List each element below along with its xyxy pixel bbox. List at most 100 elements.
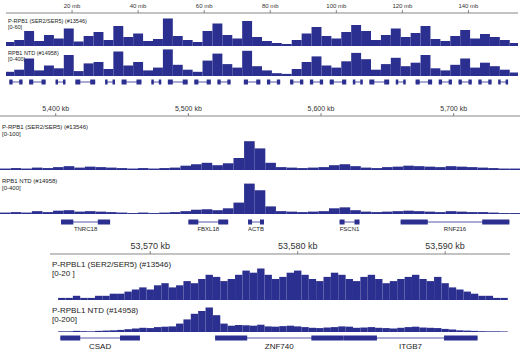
coverage-bar [467,167,478,170]
gene-exon [42,80,46,85]
coverage-bar [440,70,450,76]
gene-exon [290,80,293,85]
coverage-bar [294,326,301,332]
coverage-bar [276,167,287,170]
coverage-bar [54,39,64,47]
coverage-bar [143,41,153,46]
coverage-bar [478,212,489,214]
tick-label: 100 mb [326,3,347,9]
coverage-bar [351,53,361,76]
coverage-bar [257,269,264,301]
coverage-bar [149,213,160,214]
coverage-bar [421,55,431,76]
coverage-bar [212,54,222,76]
coverage-bar [191,283,198,300]
gene-exon [151,80,153,85]
gene-exon [60,336,80,341]
gene-exon [468,80,471,85]
coverage-bar [191,314,198,332]
coverage-bar [102,331,109,332]
coverage-bar [65,298,72,300]
coverage-bar [403,211,414,214]
coverage-bar [353,281,360,300]
gene-exon [29,80,33,85]
coverage-bar [117,294,124,300]
track-range: [0-400] [2,185,21,191]
gene-exon [478,80,481,85]
tick [188,113,189,116]
tick-label: 20 mb [64,3,81,9]
coverage-bar [139,328,146,332]
coverage-bar [287,168,298,170]
coverage-bar [509,213,520,214]
gene-exon [56,80,58,85]
gene-exon [506,80,508,85]
track-range: [0-60] [8,24,23,30]
panel: 5,400 kb5,500 kb5,600 kb5,700 kbP-RPB1 (… [0,105,520,232]
coverage-bar [94,32,104,46]
coverage-bar [510,43,518,46]
coverage-bar [183,319,190,332]
coverage-bar [124,329,131,332]
track [0,141,520,170]
coverage-bar [176,285,183,300]
coverage-bar [393,167,404,170]
gene-exon [61,220,73,225]
coverage-bar [478,331,485,332]
coverage-bar [375,328,382,332]
coverage-bar [74,212,85,214]
gene-exon [113,80,115,85]
coverage-bar [169,326,176,332]
track [6,19,518,47]
gene-exon [19,80,22,85]
gene-exon [63,80,65,85]
coverage-bar [405,277,412,300]
coverage-bar [412,275,419,300]
coverage-bar [460,30,470,46]
coverage-bar [421,26,431,46]
coverage-bar [132,290,139,301]
coverage-bar [308,168,319,170]
coverage-bar [113,26,123,46]
coverage-bar [449,287,456,300]
coverage-bar [127,213,138,214]
gene-exon [488,80,491,85]
coverage-bar [316,281,323,300]
tick [297,251,298,254]
coverage-bar [161,327,168,332]
tick [72,10,73,13]
coverage-bar [24,59,34,77]
coverage-bar [361,212,372,214]
coverage-bar [228,326,235,332]
coverage-bar [235,325,242,332]
coverage-bar [331,273,338,300]
gene-exon [194,80,198,85]
coverage-bar [110,294,117,300]
coverage-bar [193,72,203,76]
coverage-bar [341,61,351,76]
coverage-bar [242,21,252,46]
gene-exon [340,220,345,225]
coverage-bar [471,331,478,332]
gene-exon [320,80,323,85]
coverage-bar [419,328,426,332]
coverage-bar [252,37,262,46]
coverage-bar [183,70,193,76]
coverage-bar [346,279,353,300]
coverage-bar [202,209,213,214]
coverage-bar [113,52,123,77]
coverage-bar [434,277,441,300]
coverage-bar [6,72,14,76]
coverage-bar [467,212,478,214]
coverage-bar [14,40,24,46]
coverage-bar [323,328,330,332]
coverage-bar [488,168,499,170]
coverage-bar [480,63,490,76]
coverage-bar [272,73,282,76]
track-name: RPB1 NTD (#14958) [8,50,59,56]
coverage-bar [390,329,397,333]
ruler-axis [50,254,510,255]
tick-label: 140 mb [458,3,479,9]
coverage-bar [133,62,143,76]
coverage-bar [390,281,397,300]
